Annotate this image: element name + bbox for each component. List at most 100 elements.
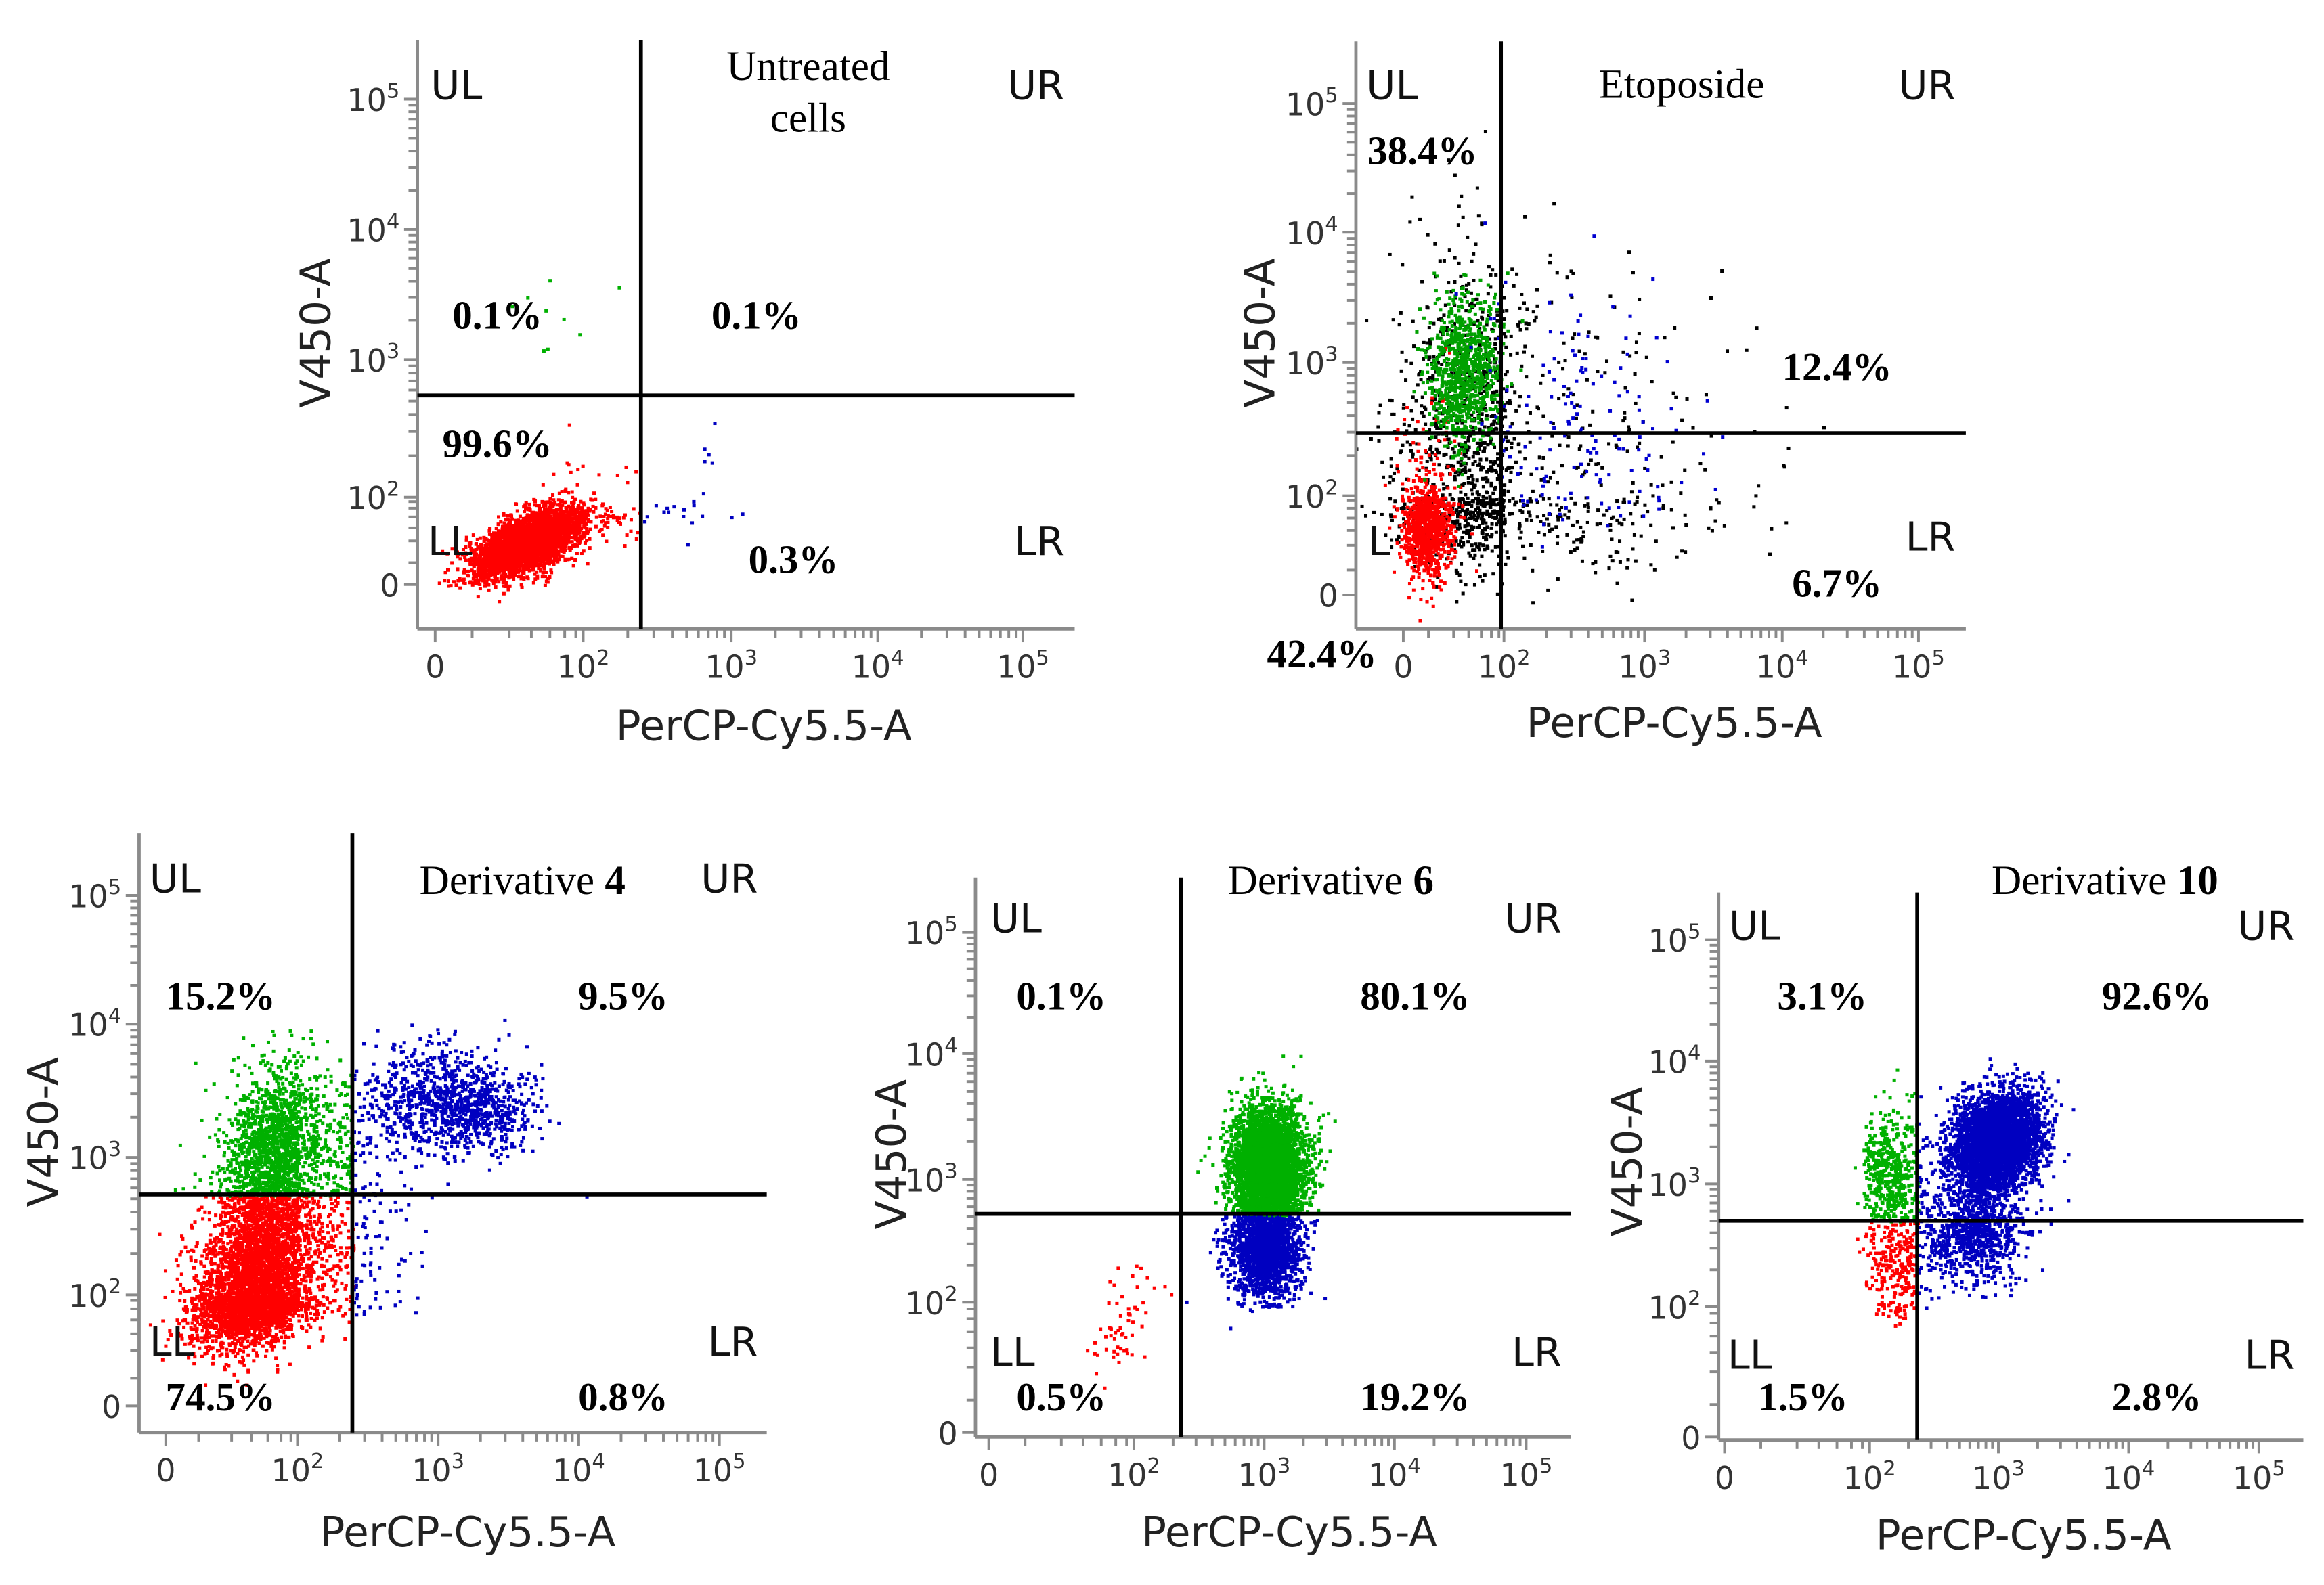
event-point [542,514,546,518]
event-point [514,533,519,537]
event-point [565,537,569,541]
event-point [510,531,514,535]
event-point [662,510,666,514]
event-point [538,506,542,510]
event-point [1546,588,1550,592]
event-point [1476,514,1481,518]
event-point [1485,533,1489,537]
event-point [1466,481,1470,485]
event-point [686,543,690,547]
event-point [512,555,516,559]
event-point [1591,409,1595,414]
event-point [542,349,546,353]
event-point [1503,409,1507,413]
event-point [1490,469,1494,473]
event-point [501,543,505,547]
event-point [615,473,619,478]
event-point [1420,404,1424,408]
event-point [1466,496,1470,500]
event-point [551,493,555,497]
event-point [585,527,589,531]
event-point [1555,481,1559,485]
event-point [1428,338,1432,342]
event-point [483,543,487,548]
event-point [1551,422,1555,426]
event-point [552,472,556,476]
event-point [1475,525,1479,529]
event-point [1495,319,1499,323]
event-point [515,509,519,513]
event-point [503,532,507,536]
event-point [508,584,512,588]
event-point [1631,271,1635,275]
event-point [534,537,538,541]
event-point [539,568,543,572]
event-point [569,536,573,540]
event-point [1466,448,1470,452]
event-point [615,518,619,522]
event-point [1573,501,1577,506]
event-point [1466,531,1470,535]
event-point [1463,524,1467,529]
event-point [1464,309,1468,313]
event-point [1389,464,1393,468]
event-point [1434,408,1439,412]
event-point [502,550,506,554]
event-point [544,500,548,504]
event-point [1635,499,1639,504]
event-point [509,564,513,568]
event-point [481,569,485,573]
event-point [523,534,527,538]
event-point [544,309,548,313]
event-point [504,573,508,577]
event-point [590,498,594,502]
event-point [1461,215,1465,219]
event-point [490,538,494,543]
event-point [1579,525,1583,529]
event-point [1502,488,1506,492]
event-point [1556,535,1560,539]
event-point [510,575,514,579]
event-point [1586,502,1590,506]
event-point [498,600,502,604]
event-point [1428,355,1432,359]
event-point [1467,502,1471,506]
event-point [1491,414,1495,418]
event-point [1717,501,1721,505]
event-point [496,522,500,527]
event-point [1586,506,1590,510]
event-point [535,555,540,559]
event-point [1631,547,1635,551]
event-point [462,581,466,585]
event-point [1633,502,1637,506]
event-point [586,562,590,566]
event-point [475,552,479,556]
event-point [1555,503,1559,507]
event-point [491,543,495,548]
event-point [534,560,538,564]
event-point [1484,476,1488,481]
event-point [1491,515,1495,519]
event-point [535,564,539,568]
event-point [504,549,508,553]
event-point [532,518,536,522]
event-point [1495,389,1499,393]
event-point [523,544,527,548]
event-point [1661,504,1665,508]
event-point [1482,511,1486,515]
event-point [577,519,581,523]
event-point [1472,483,1476,487]
event-point [1389,515,1393,519]
event-point [544,543,548,547]
event-point [510,517,514,521]
event-point [535,557,540,561]
event-point [1605,509,1609,513]
event-point [1745,348,1749,352]
event-point [1563,513,1567,517]
quadrant-label-lr: LR [1014,518,1064,564]
event-point [527,539,531,543]
event-point [1521,544,1525,548]
event-point [1529,518,1533,522]
event-point [584,509,588,513]
event-point [1406,536,1410,540]
